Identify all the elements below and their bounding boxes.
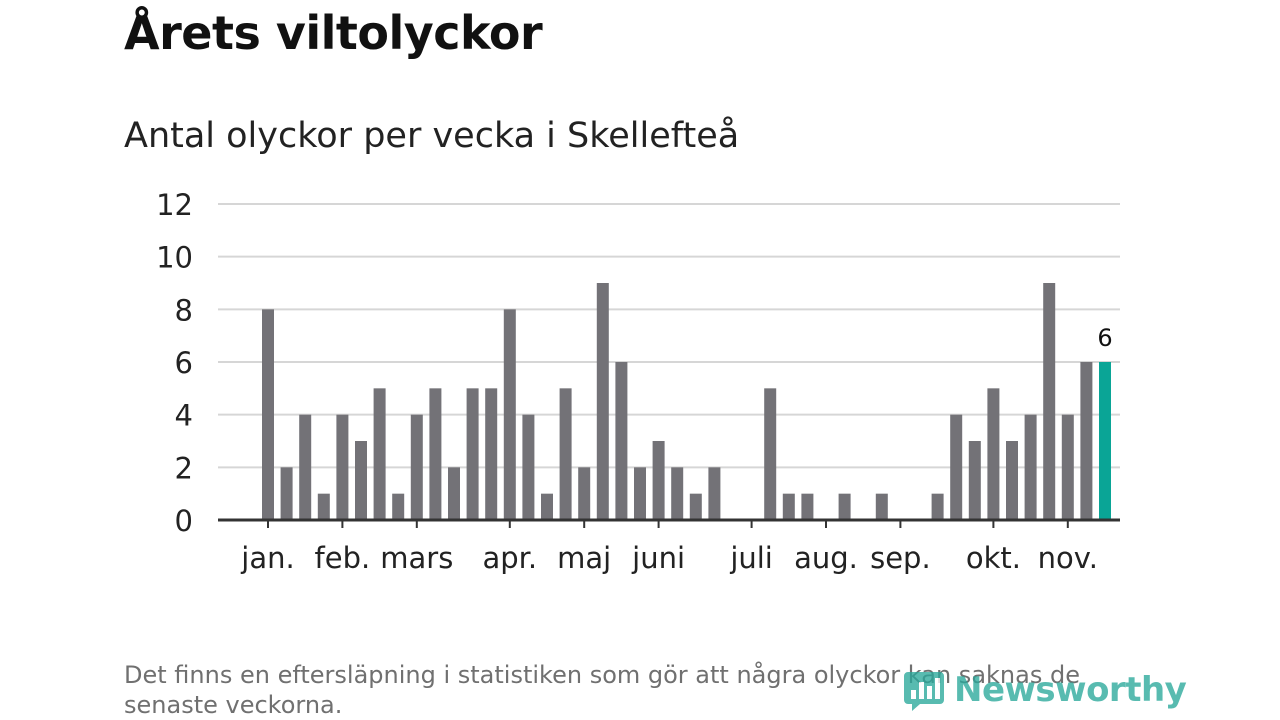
x-tick-label: nov. — [1038, 541, 1098, 575]
bar[interactable] — [429, 388, 442, 520]
axis-layer: 0 2 4 6 8 10 12 6 jan. feb. mars apr. maj juni juli aug… — [156, 188, 1120, 575]
bar[interactable] — [782, 493, 795, 520]
bar[interactable] — [1024, 414, 1037, 520]
bar[interactable] — [559, 388, 572, 520]
bar[interactable] — [448, 467, 460, 520]
grid-layer — [218, 203, 1120, 469]
newsworthy-logo-icon — [904, 672, 944, 711]
x-tick-label: okt. — [966, 541, 1021, 575]
bar[interactable] — [968, 441, 981, 520]
bar[interactable] — [522, 414, 535, 520]
bar-layer — [262, 283, 1111, 520]
bar[interactable] — [931, 493, 944, 520]
bar[interactable] — [503, 309, 516, 520]
bar[interactable] — [317, 493, 330, 520]
brand-logo[interactable]: Newsworthy — [902, 668, 1187, 712]
bar[interactable] — [466, 388, 479, 520]
chart-subtitle: Antal olyckor per vecka i Skellefteå — [124, 116, 740, 156]
bar[interactable] — [336, 414, 349, 520]
bar[interactable] — [578, 467, 591, 520]
bar[interactable] — [373, 388, 386, 520]
x-tick-label: maj — [557, 541, 611, 575]
x-tick-label: mars — [380, 541, 453, 575]
bar[interactable] — [764, 388, 777, 520]
x-tick-label: juni — [631, 541, 685, 575]
bar[interactable] — [671, 467, 684, 520]
bar[interactable] — [634, 467, 646, 520]
bar[interactable] — [299, 414, 312, 520]
x-tick-label: feb. — [315, 541, 371, 575]
y-tick-label: 8 — [175, 293, 193, 327]
bar[interactable] — [987, 388, 1000, 520]
y-tick-label: 4 — [175, 399, 193, 433]
bar[interactable] — [485, 388, 498, 520]
bar[interactable] — [950, 414, 963, 520]
bar-highlight[interactable] — [1099, 362, 1111, 520]
x-tick-label: apr. — [482, 541, 537, 575]
y-tick-label: 6 — [175, 346, 193, 380]
bar[interactable] — [801, 493, 814, 520]
bar[interactable] — [689, 493, 702, 520]
bar[interactable] — [410, 414, 423, 520]
bar[interactable] — [875, 493, 888, 520]
bar[interactable] — [615, 362, 628, 520]
x-tick-label: juli — [729, 541, 773, 575]
bar[interactable] — [708, 467, 721, 520]
bar[interactable] — [262, 309, 274, 520]
bar[interactable] — [596, 283, 609, 520]
y-tick-label: 2 — [175, 451, 193, 485]
x-tick-label: sep. — [870, 541, 931, 575]
y-tick-label: 0 — [175, 504, 193, 538]
brand-name: Newsworthy — [954, 670, 1187, 710]
x-tick-label: jan. — [240, 541, 294, 575]
y-tick-label: 10 — [156, 241, 193, 275]
bar[interactable] — [392, 493, 405, 520]
bar[interactable] — [355, 441, 367, 520]
bar[interactable] — [1061, 414, 1074, 520]
bar[interactable] — [1043, 283, 1056, 520]
page-title: Årets viltolyckor — [124, 6, 543, 60]
bar-value-label: 6 — [1097, 324, 1112, 352]
bar[interactable] — [1006, 441, 1018, 520]
bar[interactable] — [838, 493, 851, 520]
y-tick-label: 12 — [156, 188, 193, 222]
bar[interactable] — [1080, 362, 1093, 520]
bar[interactable] — [541, 493, 553, 520]
x-tick-label: aug. — [794, 541, 858, 575]
bar[interactable] — [280, 467, 293, 520]
bar[interactable] — [652, 441, 665, 520]
